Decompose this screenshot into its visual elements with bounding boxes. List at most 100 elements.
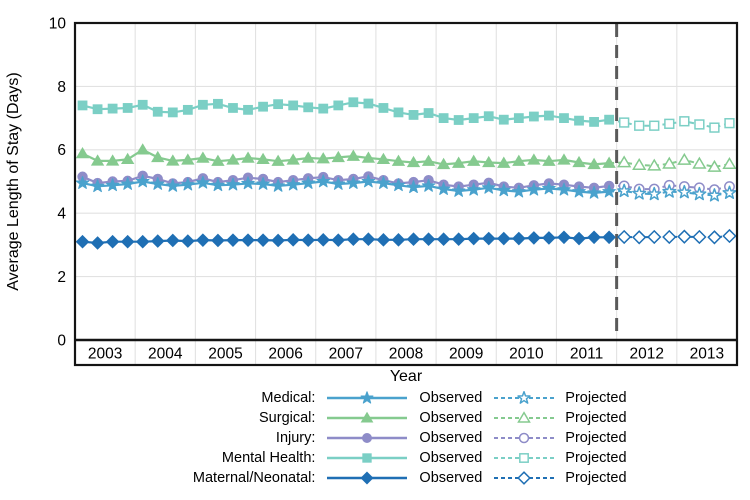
star-marker bbox=[517, 390, 532, 404]
diamond-marker bbox=[211, 233, 225, 248]
triangle-marker bbox=[451, 156, 466, 168]
triangle-marker bbox=[286, 153, 300, 165]
square-marker bbox=[528, 111, 539, 122]
square-marker bbox=[92, 104, 103, 115]
diamond-marker bbox=[421, 232, 436, 247]
star-marker bbox=[166, 178, 180, 192]
star-marker bbox=[360, 391, 374, 404]
triangle-marker bbox=[497, 156, 511, 168]
triangle-marker bbox=[376, 152, 391, 165]
diamond-marker bbox=[135, 234, 150, 249]
diamond-marker bbox=[616, 229, 632, 245]
legend-observed-label: Observed bbox=[419, 410, 483, 426]
square-marker bbox=[634, 120, 645, 131]
square-marker bbox=[182, 104, 193, 115]
triangle-marker bbox=[557, 153, 571, 165]
diamond-marker bbox=[466, 231, 481, 246]
star-marker bbox=[316, 174, 331, 188]
star-marker bbox=[587, 185, 601, 199]
legend-projected-sample bbox=[494, 390, 555, 404]
diamond-marker bbox=[542, 231, 556, 245]
star-marker bbox=[421, 178, 436, 192]
diamond-marker bbox=[517, 471, 532, 485]
legend-observed-label: Observed bbox=[419, 450, 483, 466]
triangle-marker bbox=[647, 158, 662, 171]
diamond-marker bbox=[527, 231, 541, 245]
star-marker bbox=[692, 186, 707, 201]
diamond-marker bbox=[316, 233, 331, 247]
triangle-marker bbox=[181, 153, 195, 165]
diamond-marker bbox=[226, 233, 240, 247]
square-marker bbox=[167, 107, 178, 118]
triangle-marker bbox=[512, 154, 526, 166]
square-marker bbox=[694, 119, 705, 130]
legend-projected-sample bbox=[494, 432, 555, 444]
series-mental-health bbox=[77, 97, 735, 133]
diamond-marker bbox=[481, 231, 496, 246]
square-marker bbox=[649, 120, 660, 131]
diamond-marker bbox=[632, 230, 647, 245]
diamond-marker bbox=[286, 233, 300, 247]
star-marker bbox=[331, 176, 346, 190]
star-marker bbox=[647, 186, 662, 201]
legend-projected-label: Projected bbox=[565, 450, 627, 466]
square-marker bbox=[589, 117, 599, 127]
axis-labels: 0 2 4 6 8 10 2003 2004 2005 2006 2007 2008 2009 2010 2… bbox=[5, 15, 724, 385]
triangle-marker bbox=[632, 157, 647, 170]
diamond-marker bbox=[150, 234, 165, 248]
star-marker bbox=[497, 183, 511, 197]
star-marker bbox=[181, 177, 195, 191]
triangle-marker bbox=[542, 154, 556, 166]
diamond-marker bbox=[391, 233, 406, 247]
legend-projected-sample bbox=[494, 471, 555, 485]
x-tick-label: 2010 bbox=[509, 345, 544, 362]
x-tick-label: 2005 bbox=[208, 345, 242, 362]
legend-row-injury: Injury: Observed Projected bbox=[123, 428, 627, 448]
diamond-marker bbox=[181, 234, 195, 248]
square-marker bbox=[243, 104, 253, 115]
series-maternal-neonatal bbox=[75, 228, 737, 250]
legend-projected-label: Projected bbox=[565, 390, 627, 406]
star-marker bbox=[90, 179, 105, 193]
star-marker bbox=[722, 185, 737, 199]
triangle-marker bbox=[331, 150, 345, 163]
legend-observed-sample bbox=[327, 471, 408, 485]
diamond-marker bbox=[271, 233, 285, 248]
triangle-marker bbox=[692, 156, 707, 169]
triangle-marker bbox=[361, 151, 376, 163]
star-marker bbox=[617, 183, 632, 198]
star-marker bbox=[632, 186, 647, 200]
x-tick-label: 2006 bbox=[268, 345, 302, 362]
chart-legend: Medical: Observed Projected Surgical: Observ… bbox=[0, 388, 750, 488]
star-marker bbox=[677, 184, 692, 199]
square-marker bbox=[228, 103, 238, 113]
diamond-marker bbox=[677, 229, 692, 244]
diamond-marker bbox=[361, 232, 376, 247]
legend-row-surgical: Surgical: Observed Projected bbox=[123, 408, 627, 428]
triangle-marker bbox=[211, 154, 225, 166]
star-marker bbox=[451, 183, 466, 197]
circle-marker bbox=[362, 433, 373, 443]
square-marker bbox=[664, 118, 675, 129]
triangle-marker bbox=[120, 152, 135, 165]
triangle-marker bbox=[151, 150, 165, 163]
star-marker bbox=[527, 182, 541, 196]
y-tick-label: 0 bbox=[57, 332, 66, 349]
triangle-marker bbox=[196, 151, 210, 163]
star-marker bbox=[436, 182, 451, 195]
diamond-marker bbox=[360, 471, 374, 485]
diamond-marker bbox=[587, 230, 601, 245]
diamond-marker bbox=[256, 233, 270, 247]
star-marker bbox=[406, 180, 421, 194]
triangle-marker bbox=[256, 152, 270, 165]
series-surgical bbox=[75, 143, 737, 172]
triangle-marker bbox=[436, 157, 451, 170]
diamond-marker bbox=[165, 233, 180, 248]
x-tick-label: 2008 bbox=[389, 345, 423, 362]
legend-observed-sample bbox=[327, 411, 408, 423]
star-marker bbox=[542, 181, 556, 195]
diamond-marker bbox=[602, 230, 616, 245]
triangle-marker bbox=[467, 154, 481, 166]
legend-observed-sample bbox=[327, 433, 408, 443]
star-marker bbox=[286, 177, 300, 191]
